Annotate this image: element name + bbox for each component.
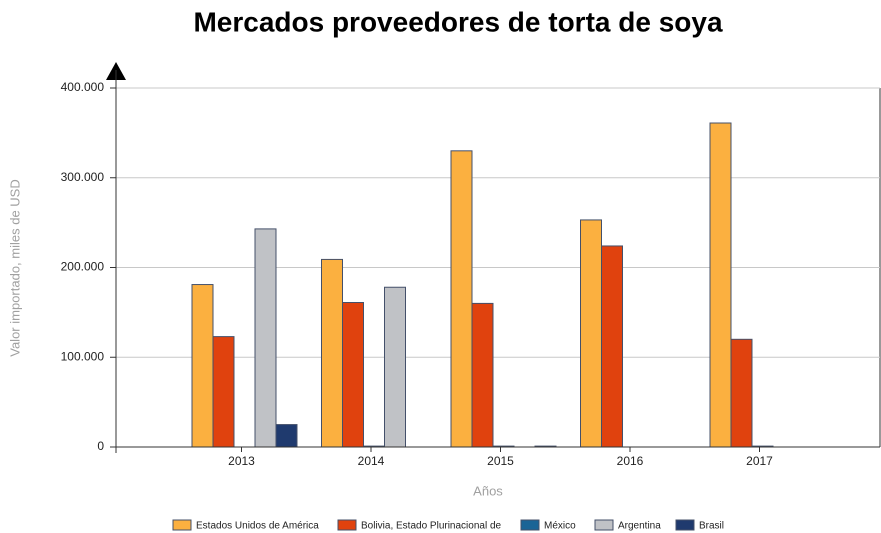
legend-label: Argentina <box>618 521 661 532</box>
legend-swatch <box>520 519 540 531</box>
bar <box>471 302 494 448</box>
bar <box>321 258 343 448</box>
x-axis-title: Años <box>473 483 503 498</box>
legend-swatch <box>675 519 695 531</box>
legend-swatch <box>594 519 614 531</box>
x-tick-label: 2014 <box>358 454 385 468</box>
y-tick-label: 0 <box>97 439 104 453</box>
bar <box>191 284 214 448</box>
x-tick-label: 2013 <box>228 454 255 468</box>
legend-label: México <box>544 521 576 532</box>
legend-swatch <box>172 519 192 531</box>
legend-label: Bolivia, Estado Plurinacional de <box>361 521 502 532</box>
bar <box>580 219 602 448</box>
x-tick-label: 2017 <box>746 454 773 468</box>
legend-label: Brasil <box>699 521 724 532</box>
legend-swatch <box>337 519 357 531</box>
y-tick-label: 100.000 <box>61 349 105 363</box>
legend-label: Estados Unidos de América <box>196 521 319 532</box>
bar <box>730 338 753 448</box>
chart-title: Mercados proveedores de torta de soya <box>193 6 723 37</box>
bar <box>212 336 235 448</box>
y-tick-label: 200.000 <box>61 260 105 274</box>
y-axis-title: Valor importado, miles de USD <box>7 179 22 357</box>
bar <box>709 122 732 448</box>
x-tick-label: 2015 <box>487 454 514 468</box>
x-tick-label: 2016 <box>617 454 644 468</box>
bar <box>601 245 623 448</box>
bar <box>342 302 364 448</box>
y-tick-label: 400.000 <box>61 80 105 94</box>
bar <box>450 150 473 448</box>
bar <box>384 286 406 448</box>
y-tick-label: 300.000 <box>61 170 105 184</box>
bar <box>275 424 298 448</box>
bar <box>254 228 277 448</box>
